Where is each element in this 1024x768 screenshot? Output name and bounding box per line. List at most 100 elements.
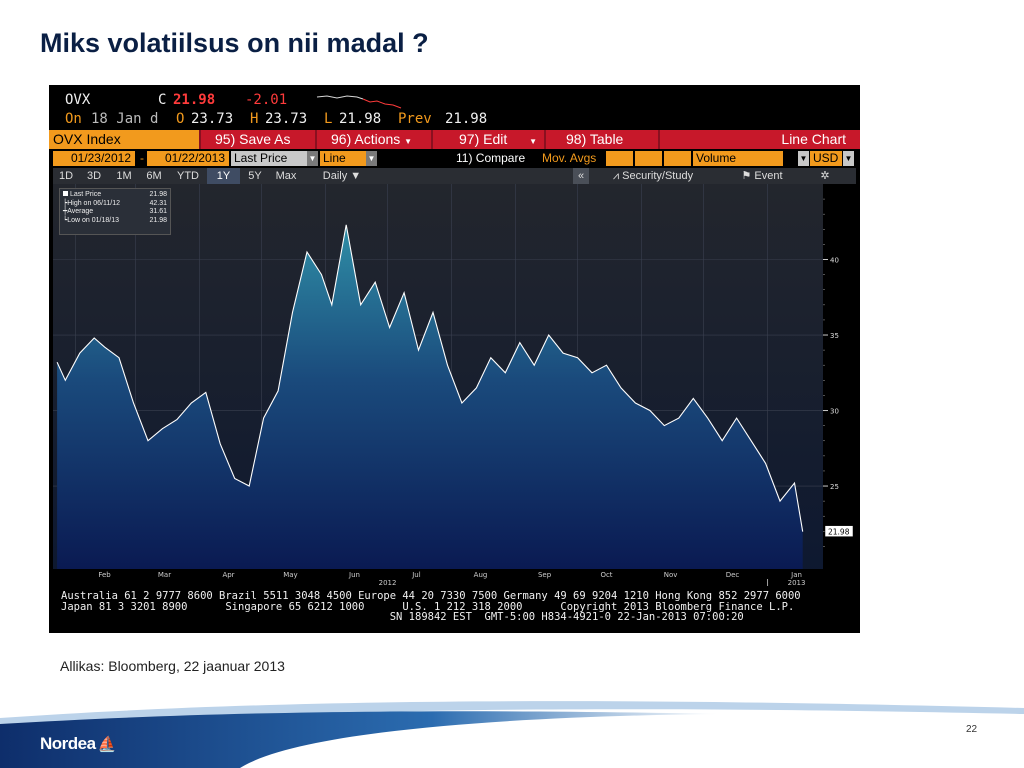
quote-change: -2.01 — [245, 92, 288, 108]
security-study-label: Security/Study — [622, 170, 694, 182]
quote-h-label: H — [250, 111, 259, 127]
quote-date: 18 Jan — [91, 111, 142, 127]
mov-avg-input-1[interactable] — [606, 151, 633, 166]
ticker-input[interactable]: OVX Index — [49, 130, 199, 149]
sail-icon: ⛵ — [97, 736, 117, 753]
square-icon — [63, 191, 68, 196]
chevron-down-icon[interactable]: ▼ — [366, 151, 377, 166]
legend-value: 21.98 — [149, 191, 167, 198]
legend-value: 21.98 — [149, 216, 167, 224]
chevron-down-icon[interactable]: ▼ — [843, 151, 854, 166]
currency-select[interactable]: USD — [810, 151, 842, 166]
legend-row: ┝High on 06/11/12 42.31 — [63, 200, 167, 209]
quote-low: 21.98 — [339, 111, 382, 127]
edit-button[interactable]: 97) Edit ▼ — [433, 130, 544, 149]
event-button[interactable]: ⚑ Event — [729, 168, 795, 184]
quote-c-label: C — [158, 92, 167, 108]
legend-label: High on 06/11/12 — [67, 199, 121, 207]
source-note: Allikas: Bloomberg, 22 jaanuar 2013 — [60, 658, 285, 674]
x-axis-panel — [53, 569, 823, 586]
chevron-down-icon: ▼ — [404, 137, 413, 146]
nordea-logo: Nordea ⛵ — [40, 734, 116, 754]
mov-avgs-label: Mov. Avgs — [542, 151, 597, 165]
page-number: 22 — [966, 724, 978, 735]
footer-line: Japan 81 3 3201 8900 Singapore 65 6212 1… — [61, 600, 795, 613]
mov-avg-input-2[interactable] — [635, 151, 662, 166]
start-date-field[interactable]: 01/23/2012 — [53, 151, 135, 166]
footer-line: Australia 61 2 9777 8600 Brazil 5511 304… — [61, 590, 801, 602]
chart-type-button[interactable]: Line Chart — [660, 130, 860, 149]
save-as-button[interactable]: 95) Save As — [201, 130, 315, 149]
y-tick-label: 30 — [830, 408, 839, 416]
x-tick-label: Apr — [222, 571, 234, 579]
x-tick-label: Dec — [726, 571, 740, 579]
x-tick-label: May — [283, 571, 297, 579]
volume-select[interactable]: Volume — [693, 151, 783, 166]
parameter-row: 01/23/2012 - 01/22/2013 Last Price ▼ Lin… — [53, 151, 856, 167]
actions-button[interactable]: 96) Actions ▼ — [317, 130, 431, 149]
range-button-1m[interactable]: 1M — [116, 170, 132, 182]
period-select[interactable]: Daily ▼ — [322, 170, 362, 182]
quote-l-label: L — [324, 111, 333, 127]
range-button-ytd[interactable]: YTD — [177, 170, 199, 182]
function-toolbar: OVX Index 95) Save As 96) Actions ▼ 97) … — [49, 130, 860, 149]
security-study-button[interactable]: ⩘ Security/Study — [593, 168, 713, 184]
logo-text: Nordea — [40, 734, 96, 753]
range-button-1d[interactable]: 1D — [58, 170, 74, 182]
y-axis-panel — [823, 184, 856, 586]
price-area — [57, 224, 803, 570]
table-button[interactable]: 98) Table — [546, 130, 658, 149]
range-selector-row: 1D 3D 1M 6M YTD 1Y 5Y Max Daily ▼ « ⩘ Se… — [53, 168, 856, 184]
date-range-dash: - — [140, 151, 144, 165]
legend-value: 42.31 — [149, 199, 167, 207]
quote-prev: 21.98 — [445, 111, 488, 127]
quote-high: 23.73 — [265, 111, 308, 127]
quote-open: 23.73 — [191, 111, 234, 127]
quote-last: 21.98 — [173, 92, 216, 108]
legend-label: Low on 01/18/13 — [67, 216, 119, 224]
range-button-6m[interactable]: 6M — [146, 170, 162, 182]
compare-button[interactable]: 11) Compare — [456, 151, 526, 165]
price-chart: 25 30 35 40 21.98 Feb Mar Apr May Jun Jul Aug Sep Oc… — [53, 184, 856, 586]
year-label: 2012 — [379, 579, 397, 586]
x-tick-label: Nov — [664, 571, 678, 579]
chevron-down-icon[interactable]: ▼ — [307, 151, 318, 166]
sparkline — [316, 95, 402, 109]
legend-label: Average — [67, 208, 94, 215]
flag-icon: ⚑ — [741, 170, 752, 182]
quote-o-label: O — [176, 111, 185, 127]
quote-d-label: d — [150, 111, 159, 127]
last-value-label: 21.98 — [828, 528, 850, 537]
y-tick-label: 35 — [830, 332, 839, 340]
actions-label: 96) Actions — [331, 131, 401, 147]
range-button-max[interactable]: Max — [275, 170, 297, 182]
range-button-3d[interactable]: 3D — [86, 170, 102, 182]
x-tick-label: Jan — [790, 571, 802, 579]
mov-avg-input-3[interactable] — [664, 151, 691, 166]
terminal-footer: Australia 61 2 9777 8600 Brazil 5511 304… — [61, 591, 801, 623]
chart-legend: Last Price 21.98 ┝High on 06/11/12 42.31 ┿… — [59, 188, 171, 235]
bloomberg-terminal-screenshot: OVX C 21.98 -2.01 On 18 Jan d O 23.73 H … — [49, 85, 860, 633]
footer-line: SN 189842 EST GMT-5:00 H834-4921-0 22-Ja… — [61, 611, 744, 623]
collapse-button[interactable]: « — [573, 168, 589, 184]
end-date-field[interactable]: 01/22/2013 — [147, 151, 229, 166]
range-button-1y[interactable]: 1Y — [207, 168, 240, 184]
x-tick-label: Jul — [411, 571, 421, 579]
slide-title: Miks volatiilsus on nii madal ? — [40, 28, 429, 58]
gear-icon[interactable]: ✲ — [820, 170, 830, 182]
chevron-down-icon: ▼ — [529, 137, 538, 146]
style-select[interactable]: Line — [320, 151, 366, 166]
price-line — [56, 224, 804, 532]
x-tick-label: Oct — [600, 571, 612, 579]
x-tick-label: Aug — [474, 571, 488, 579]
chevron-down-icon[interactable]: ▼ — [798, 151, 809, 166]
legend-label: Last Price — [70, 191, 102, 198]
footer-swoosh — [0, 701, 1024, 768]
price-field-select[interactable]: Last Price — [231, 151, 307, 166]
y-tick-label: 40 — [830, 257, 839, 265]
low-marker-icon: ┕ — [63, 216, 68, 224]
range-button-5y[interactable]: 5Y — [248, 170, 262, 182]
quote-on-label: On — [65, 111, 82, 127]
high-marker-icon: ┝ — [63, 199, 68, 207]
legend-row: ┕Low on 01/18/13 21.98 — [63, 217, 167, 226]
